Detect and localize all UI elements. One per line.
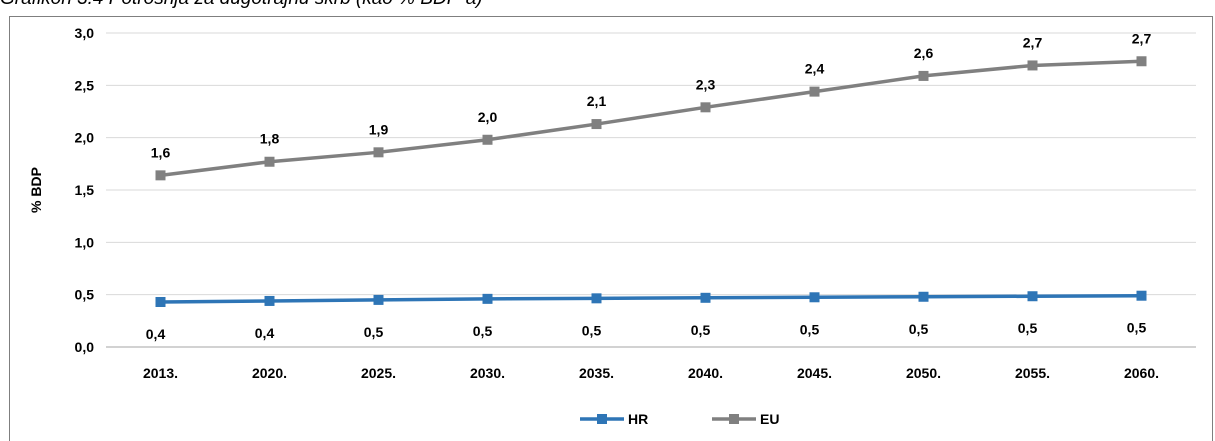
data-point-hr	[700, 292, 711, 303]
data-label-eu: 2,7	[1023, 34, 1043, 50]
legend-marker-hr	[597, 414, 607, 424]
chart-frame	[9, 16, 1213, 441]
data-label-hr: 0,5	[582, 322, 602, 338]
y-axis-label: % BDP	[28, 167, 44, 213]
x-tick-label: 2045.	[797, 365, 832, 381]
data-point-eu	[591, 119, 602, 130]
data-label-eu: 2,7	[1132, 30, 1152, 46]
data-label-hr: 0,4	[146, 326, 166, 342]
x-tick-label: 2050.	[906, 365, 941, 381]
data-point-eu	[700, 102, 711, 113]
data-point-hr	[1136, 290, 1147, 301]
data-label-eu: 2,6	[914, 45, 934, 61]
data-point-eu	[809, 86, 820, 97]
data-point-hr	[482, 293, 493, 304]
y-tick-label: 0,5	[75, 287, 95, 303]
data-point-hr	[1027, 291, 1038, 302]
data-label-eu: 2,0	[478, 109, 498, 125]
x-tick-label: 2025.	[361, 365, 396, 381]
y-tick-label: 3,0	[75, 25, 95, 41]
legend-label-eu: EU	[760, 411, 779, 427]
series-line-eu	[160, 59, 1142, 178]
x-tick-label: 2055.	[1015, 365, 1050, 381]
x-tick-label: 2020.	[252, 365, 287, 381]
data-label-hr: 0,5	[1018, 320, 1038, 336]
x-tick-label: 2030.	[470, 365, 505, 381]
data-point-hr	[373, 294, 384, 305]
data-label-eu: 1,8	[260, 131, 280, 147]
y-tick-label: 2,0	[75, 130, 95, 146]
y-tick-label: 2,5	[75, 77, 95, 93]
data-point-hr	[809, 292, 820, 303]
data-point-eu	[482, 134, 493, 145]
data-label-eu: 2,3	[696, 76, 716, 92]
data-point-eu	[155, 170, 166, 181]
x-tick-label: 2040.	[688, 365, 723, 381]
data-point-eu	[1027, 60, 1038, 71]
data-label-hr: 0,5	[691, 322, 711, 338]
data-label-hr: 0,5	[473, 323, 493, 339]
x-tick-label: 2060.	[1124, 365, 1159, 381]
data-label-hr: 0,4	[255, 325, 275, 341]
data-label-eu: 2,4	[805, 61, 825, 77]
data-label-hr: 0,5	[800, 321, 820, 337]
series-line-hr	[160, 293, 1142, 304]
y-tick-label: 1,0	[75, 234, 95, 250]
data-point-hr	[918, 291, 929, 302]
data-label-eu: 1,6	[151, 144, 171, 160]
data-label-hr: 0,5	[364, 324, 384, 340]
y-tick-label: 1,5	[75, 182, 95, 198]
legend-label-hr: HR	[628, 411, 648, 427]
data-point-hr	[264, 295, 275, 306]
data-point-eu	[1136, 56, 1147, 67]
chart-caption: Grafikon 3.4 Potrošnja za dugotrajnu skr…	[0, 0, 483, 10]
data-label-eu: 1,9	[369, 121, 389, 137]
data-point-hr	[155, 296, 166, 307]
data-point-hr	[591, 293, 602, 304]
data-point-eu	[373, 147, 384, 158]
x-tick-label: 2013.	[143, 365, 178, 381]
data-label-hr: 0,5	[1127, 320, 1147, 336]
data-label-hr: 0,5	[909, 321, 929, 337]
legend-marker-eu	[729, 414, 739, 424]
data-point-eu	[264, 156, 275, 167]
y-tick-label: 0,0	[75, 339, 95, 355]
data-point-eu	[918, 70, 929, 81]
x-tick-label: 2035.	[579, 365, 614, 381]
data-label-eu: 2,1	[587, 93, 607, 109]
